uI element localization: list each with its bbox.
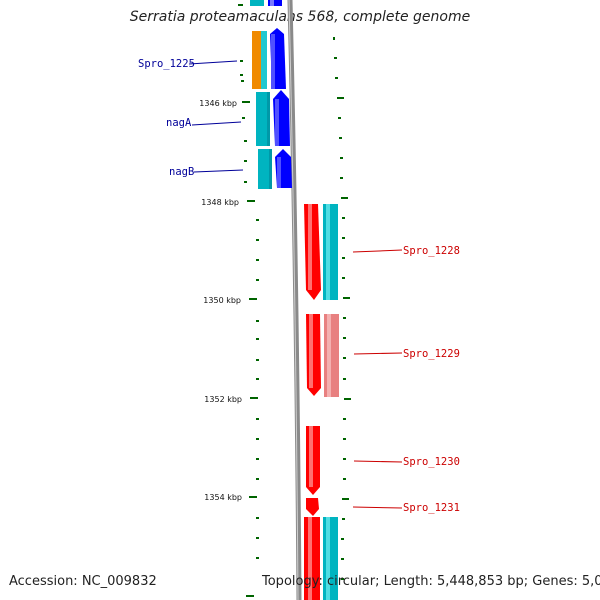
svg-text:Spro_1228: Spro_1228 <box>403 245 460 257</box>
gene-spro-1228 <box>304 204 321 300</box>
svg-text:1352 kbp: 1352 kbp <box>204 395 242 404</box>
svg-text:nagA: nagA <box>166 117 192 129</box>
svg-text:1348 kbp: 1348 kbp <box>201 198 239 207</box>
label-spro-1230[interactable]: Spro_1230 <box>353 456 460 468</box>
scale-tick-1354: 1354 kbp <box>204 493 257 502</box>
reverse-cog-track <box>323 204 339 600</box>
label-spro-1231[interactable]: Spro_1231 <box>352 502 460 514</box>
genome-backbone <box>287 0 302 600</box>
label-spro-1229[interactable]: Spro_1229 <box>353 348 460 360</box>
scale-tick-1348: 1348 kbp <box>201 198 255 207</box>
reverse-genes <box>304 204 321 600</box>
svg-text:1350 kbp: 1350 kbp <box>203 296 241 305</box>
map-title: Serratia proteamaculans 568, complete ge… <box>129 9 471 25</box>
svg-text:nagB: nagB <box>169 166 194 178</box>
label-spro-1225[interactable]: Spro_1225 <box>138 58 238 70</box>
scale-tick-1346: 1346 kbp <box>199 99 250 108</box>
label-naga[interactable]: nagA <box>166 117 242 129</box>
svg-text:Spro_1225: Spro_1225 <box>138 58 195 70</box>
svg-text:1346 kbp: 1346 kbp <box>199 99 237 108</box>
svg-text:Spro_1229: Spro_1229 <box>403 348 460 360</box>
right-minor-ticks <box>333 37 351 580</box>
svg-text:Spro_1230: Spro_1230 <box>403 456 460 468</box>
scale-tick-1352: 1352 kbp <box>204 395 258 404</box>
label-nagb[interactable]: nagB <box>169 166 244 178</box>
scale-tick-1350: 1350 kbp <box>203 296 257 305</box>
forward-genes <box>268 0 292 188</box>
forward-cog-track <box>250 0 272 189</box>
accession-text: Accession: NC_009832 <box>9 574 157 589</box>
svg-text:1354 kbp: 1354 kbp <box>204 493 242 502</box>
left-minor-ticks <box>238 4 259 597</box>
genome-backbone-highlight <box>288 0 299 600</box>
gene-spro-1231 <box>306 498 319 516</box>
gene-spro-1229 <box>306 314 321 396</box>
topology-text: Topology: circular; Length: 5,448,853 bp… <box>262 574 600 589</box>
label-spro-1228[interactable]: Spro_1228 <box>352 245 460 257</box>
svg-text:Spro_1231: Spro_1231 <box>403 502 460 514</box>
